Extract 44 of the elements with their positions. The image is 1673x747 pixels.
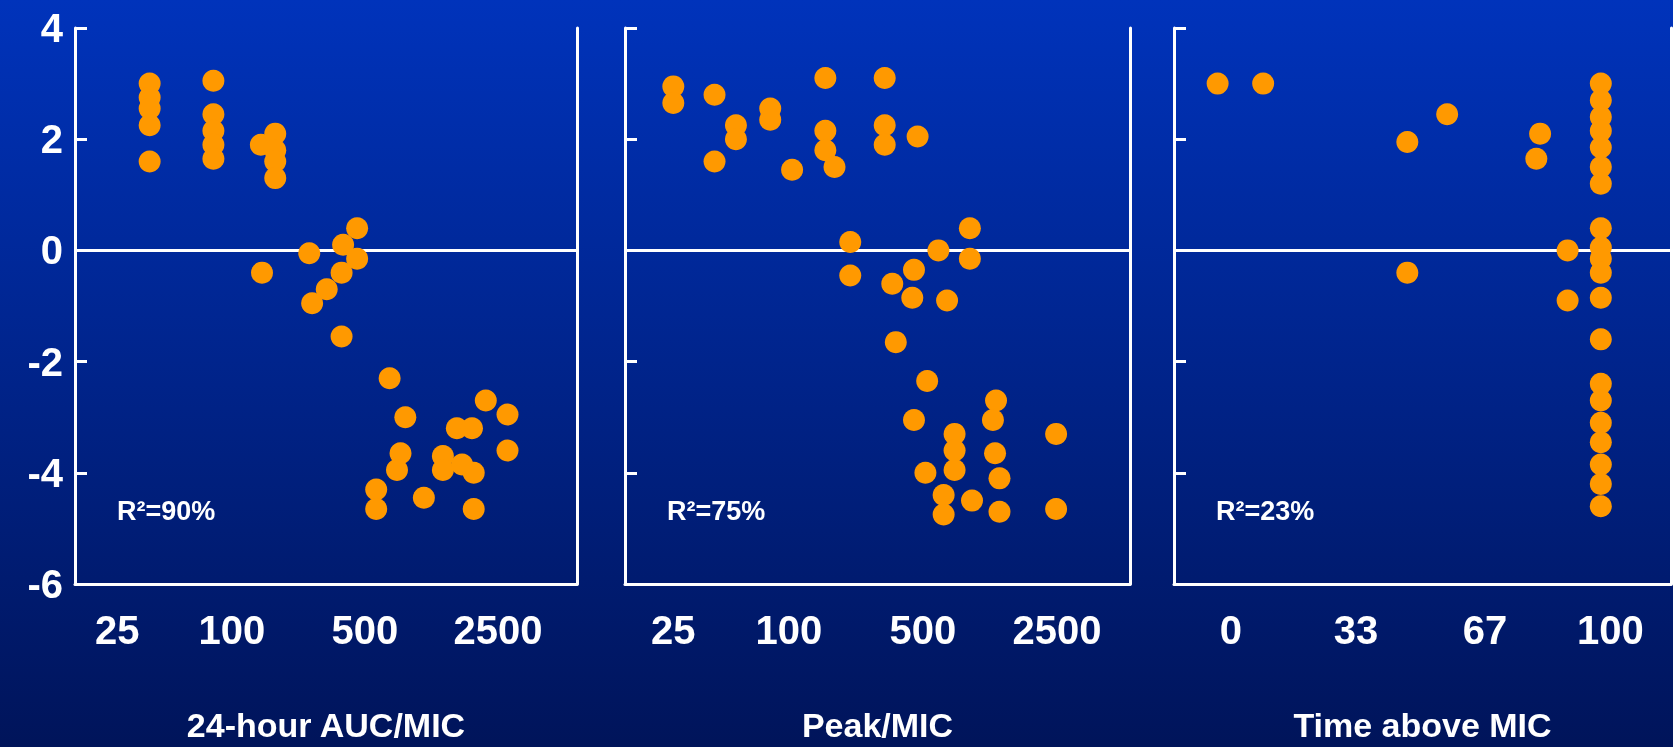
point	[1589, 172, 1612, 195]
point	[1589, 286, 1612, 309]
x-tick-label: 25	[94, 608, 140, 652]
x-tick-label: 100	[1576, 608, 1644, 652]
point	[1556, 239, 1579, 262]
annotation: R²=23%	[1216, 495, 1315, 526]
y-tick-label: -2	[27, 339, 63, 384]
point	[1589, 453, 1612, 476]
point	[1589, 431, 1612, 454]
point	[1252, 72, 1275, 95]
x-tick-label: 100	[198, 608, 266, 652]
point	[1556, 289, 1579, 312]
point	[1529, 122, 1552, 145]
point	[1525, 147, 1548, 170]
x-tick-label: 0	[1219, 608, 1243, 652]
y-tick-label: 4	[40, 6, 64, 50]
point	[1589, 472, 1612, 495]
x-tick-label: 500	[331, 608, 399, 652]
y-tick-label: -6	[27, 562, 63, 606]
point	[1206, 72, 1229, 95]
annotation: R²=90%	[117, 495, 216, 526]
x-tick-label: 2500	[1012, 608, 1102, 652]
x-tick-label: 67	[1462, 608, 1508, 652]
point	[1589, 495, 1612, 518]
x-tick-label: 25	[651, 608, 696, 652]
point	[1589, 411, 1612, 434]
y-tick-label: 2	[40, 117, 63, 162]
annotation: R²=75%	[667, 495, 766, 526]
y-tick-label: -4	[27, 450, 64, 495]
x-tick-label: 33	[1333, 608, 1379, 652]
x-axis-title: Peak/MIC	[801, 706, 954, 744]
x-axis-title: Time above MIC	[1293, 706, 1552, 744]
point	[1589, 136, 1612, 159]
point	[1396, 130, 1419, 153]
point	[1396, 261, 1419, 284]
x-tick-label: 100	[755, 608, 823, 652]
point	[1589, 217, 1612, 240]
point	[1436, 103, 1459, 126]
x-tick-label: 500	[889, 608, 957, 652]
point	[1589, 328, 1612, 351]
y-tick-label: 0	[40, 228, 63, 273]
x-axis-title: 24-hour AUC/MIC	[186, 706, 466, 744]
x-tick-label: 2500	[453, 608, 543, 652]
point	[1589, 389, 1612, 412]
